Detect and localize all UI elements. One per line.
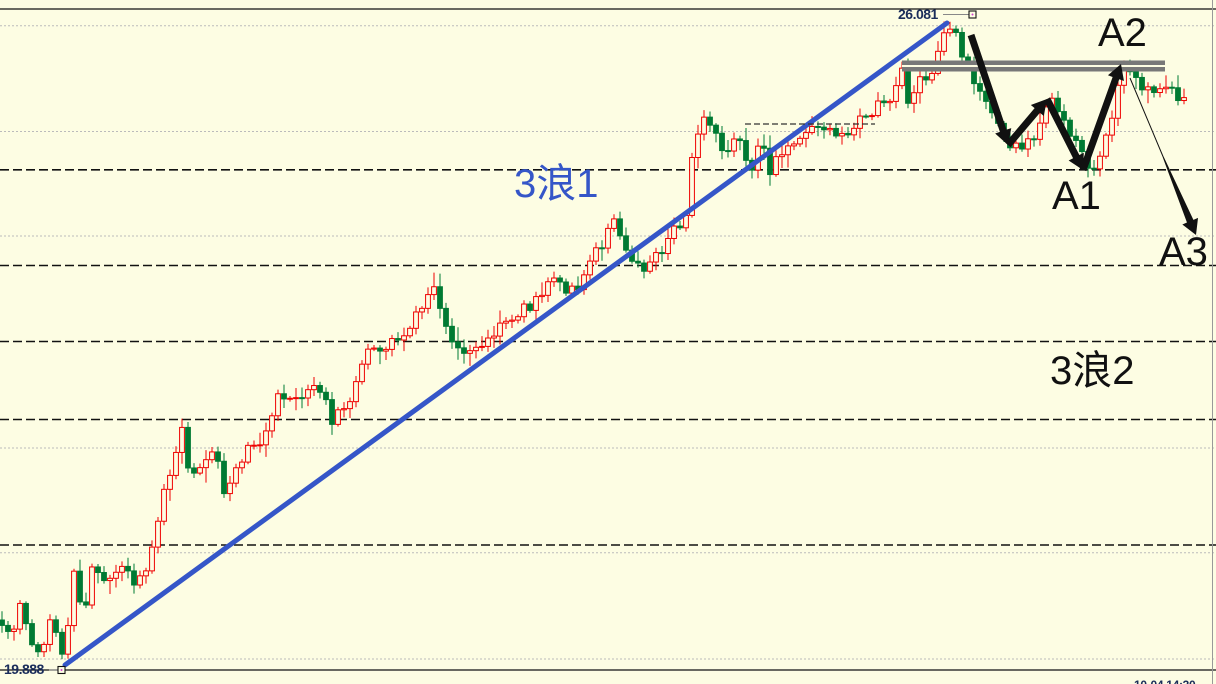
svg-text:26.081: 26.081 [898, 6, 939, 22]
svg-text:A3: A3 [1159, 230, 1208, 274]
svg-text:A2: A2 [1098, 11, 1147, 55]
svg-text:10-04 14:30: 10-04 14:30 [1134, 678, 1196, 684]
svg-text:3浪2: 3浪2 [1050, 349, 1135, 393]
svg-text:3浪1: 3浪1 [514, 162, 599, 206]
svg-text:19.888: 19.888 [4, 661, 45, 677]
svg-text:A1: A1 [1052, 174, 1101, 218]
